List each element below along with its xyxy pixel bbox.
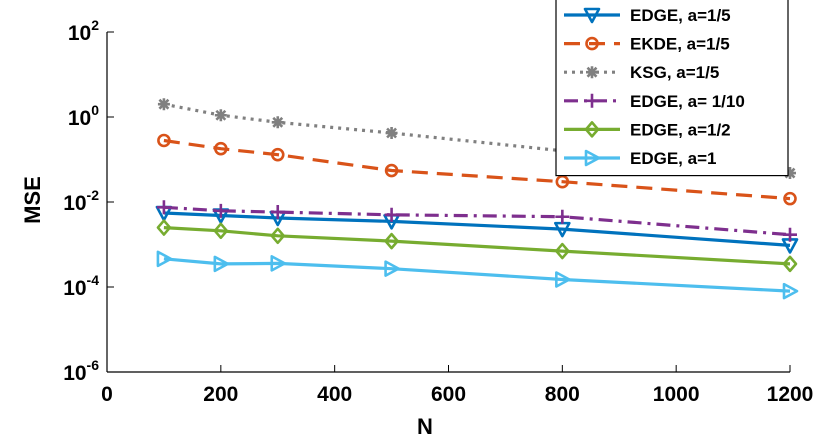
legend-entry: EDGE, a=1/5	[564, 6, 731, 25]
x-tick-label: 0	[101, 383, 113, 406]
axes: 0 200 400 600 800 1000 1200 102 100 10-2 10-4 10-6	[63, 17, 813, 406]
plot-area	[155, 98, 799, 300]
legend-label: KSG, a=1/5	[630, 63, 719, 82]
series-2	[157, 133, 797, 206]
y-tick-label: 100	[68, 102, 99, 130]
series-6	[156, 250, 799, 300]
y-tick-label: 10-4	[63, 272, 99, 300]
legend-label: EDGE, a=1/5	[630, 6, 731, 25]
y-tick-label: 10-6	[63, 357, 99, 385]
series-line	[163, 257, 791, 293]
x-tick-label: 1000	[653, 383, 700, 406]
series-5	[156, 219, 798, 273]
data-point-marker	[384, 260, 400, 277]
data-point-marker	[271, 116, 284, 129]
x-tick-label: 400	[317, 383, 352, 406]
data-point-marker	[213, 255, 230, 273]
legend-marker	[585, 93, 599, 108]
data-point-marker	[270, 227, 286, 245]
data-point-marker	[385, 127, 398, 140]
data-point-marker	[555, 242, 570, 260]
legend-box	[555, 0, 789, 177]
x-tick-label: 800	[545, 383, 580, 406]
x-tick-label: 200	[203, 383, 238, 406]
data-point-marker	[157, 98, 170, 111]
data-point-marker	[555, 209, 570, 224]
series-line	[163, 226, 791, 266]
data-point-marker	[555, 174, 570, 189]
data-point-marker	[782, 282, 799, 300]
legend-marker	[584, 121, 600, 138]
data-point-marker	[214, 141, 228, 156]
data-point-marker	[384, 207, 399, 222]
data-point-marker	[783, 227, 797, 242]
x-tick-label: 600	[431, 383, 466, 406]
data-point-marker	[782, 255, 798, 273]
y-tick-label: 102	[68, 17, 99, 45]
legend-label: EDGE, a= 1/10	[630, 92, 745, 111]
series-line	[163, 138, 791, 201]
data-point-marker	[156, 200, 171, 215]
data-point-marker	[214, 109, 227, 122]
y-tick-label: 10-2	[63, 187, 99, 215]
data-point-marker	[156, 250, 173, 268]
legend-label: EDGE, a=1	[630, 149, 716, 168]
data-point-marker	[384, 163, 399, 178]
legend-entry: KSG, a=1/5	[564, 63, 719, 82]
x-tick-label: 1200	[767, 383, 814, 406]
y-axis-title: MSE	[20, 176, 45, 224]
series-4	[156, 200, 797, 242]
data-point-marker	[213, 203, 228, 218]
legend-marker	[585, 36, 599, 51]
data-point-marker	[784, 167, 796, 180]
legend-label: EKDE, a=1/5	[630, 35, 730, 54]
series-line	[163, 205, 791, 237]
legend-marker	[583, 7, 601, 24]
legend-entry: EKDE, a=1/5	[564, 35, 730, 54]
legend-entry: EDGE, a=1	[564, 149, 716, 168]
legend-entry: EDGE, a=1/2	[564, 120, 731, 139]
data-point-marker	[384, 232, 399, 250]
legend-marker	[584, 149, 601, 167]
legend: EDGE, a=1/5 EKDE, a=1/5 KSG, a=1/5 EDGE, a=…	[555, 0, 789, 177]
series-line	[163, 102, 791, 175]
data-point-marker	[783, 191, 797, 206]
series-line	[163, 211, 791, 247]
data-point-marker	[270, 147, 285, 162]
legend-marker	[586, 66, 598, 79]
x-axis-title: N	[417, 414, 433, 439]
data-point-marker	[157, 133, 171, 148]
data-point-marker	[555, 271, 571, 288]
legend-entry: EDGE, a= 1/10	[564, 92, 745, 111]
data-point-marker	[156, 219, 172, 236]
data-point-marker	[270, 255, 287, 272]
legend-label: EDGE, a=1/2	[630, 120, 731, 139]
data-point-marker	[213, 222, 229, 240]
data-point-marker	[270, 205, 285, 220]
